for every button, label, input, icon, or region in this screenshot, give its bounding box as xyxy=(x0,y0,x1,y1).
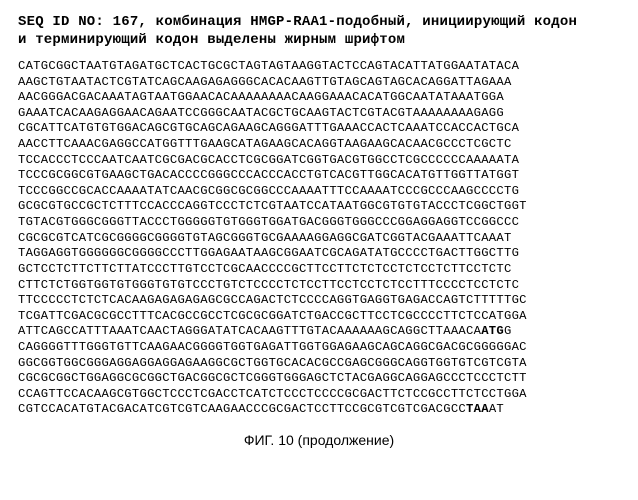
seq-line: TGTACGTGGGCGGGTTACCCTGGGGGTGTGGGTGGATGAC… xyxy=(18,215,620,231)
seq-line: CCAGTTCCACAAGCGTGGCTCCCTCGACCTCATCTCCCTC… xyxy=(18,387,620,403)
seq-line: TCCCGCGGCGTGAAGCTGACACCCCGGGCCCACCCACCTG… xyxy=(18,168,620,184)
seq-line: CGCGCGGCTGGAGGCGCGGCTGACGGCGCTCGGGTGGGAG… xyxy=(18,371,620,387)
seq-line: CATGCGGCTAATGTAGATGCTCACTGCGCTAGTAGTAAGG… xyxy=(18,59,620,75)
seq-line: AACGGGACGACAAATAGTAATGGAACACAAAAAAAACAAG… xyxy=(18,90,620,106)
seq-line: AACCTTCAAACGAGGCCATGGTTTGAAGCATAGAAGCACA… xyxy=(18,137,620,153)
seq-line: CGCATTCATGTGTGGACAGCGTGCAGCAGAAGCAGGGATT… xyxy=(18,121,620,137)
seq-line: TCGATTCGACGCGCCTTTCACGCCGCCTCGCGCGGATCTG… xyxy=(18,309,620,325)
seq-line: GAAATCACAAGAGGAACAGAATCCGGGCAATACGCTGCAA… xyxy=(18,106,620,122)
seq-line-with-stop-codon: CGTCCACATGTACGACATCGTCGTCAAGAACCCGCGACTC… xyxy=(18,402,620,418)
seq-line: TTCCCCCTCTCTCACAAGAGAGAGAGCGCCAGACTCTCCC… xyxy=(18,293,620,309)
seq-line: AAGCTGTAATACTCGTATCAGCAAGAGAGGGCACACAAGT… xyxy=(18,75,620,91)
seq-line: TCCACCCTCCCAATCAATCGCGACGCACCTCGCGGATCGG… xyxy=(18,153,620,169)
seq-line: TAGGAGGTGGGGGGCGGGGCCCTTGGAGAATAAGCGGAAT… xyxy=(18,246,620,262)
stop-codon: TAA xyxy=(466,402,489,416)
seq-line: GGCGGTGGCGGGAGGAGGAGGAGAAGGCGCTGGTGCACAC… xyxy=(18,356,620,372)
seq-line: GCTCCTCTTCTTCTTATCCCTTGTCCTCGCAACCCCGCTT… xyxy=(18,262,620,278)
seq-line: GCGCGTGCCGCTCTTTCCACCCAGGTCCCTCTCGTAATCC… xyxy=(18,199,620,215)
sequence-block: CATGCGGCTAATGTAGATGCTCACTGCGCTAGTAGTAAGG… xyxy=(18,59,620,418)
seq-line-with-start-codon: ATTCAGCCATTTAAATCAACTAGGGATATCACAAGTTTGT… xyxy=(18,324,620,340)
seq-line: CGCGCGTCATCGCGGGGCGGGGTGTAGCGGGTGCGAAAAG… xyxy=(18,231,620,247)
header-line-2: и терминирующий кодон выделены жирным шр… xyxy=(18,32,405,48)
seq-line: CTTCTCTGGTGGTGTGGGTGTGTCCCTGTCTCCCCTCTCC… xyxy=(18,278,620,294)
figure-caption: ФИГ. 10 (продолжение) xyxy=(18,432,620,448)
start-codon: ATG xyxy=(481,324,504,338)
seq-line: TCCCGGCCGCACCAAAATATCAACGCGGCGCGGCCCAAAA… xyxy=(18,184,620,200)
header-line-1: SEQ ID NO: 167, комбинация HMGP-RAA1-под… xyxy=(18,14,577,30)
seq-line: CAGGGGTTTGGGTGTTCAAGAACGGGGTGGTGAGATTGGT… xyxy=(18,340,620,356)
